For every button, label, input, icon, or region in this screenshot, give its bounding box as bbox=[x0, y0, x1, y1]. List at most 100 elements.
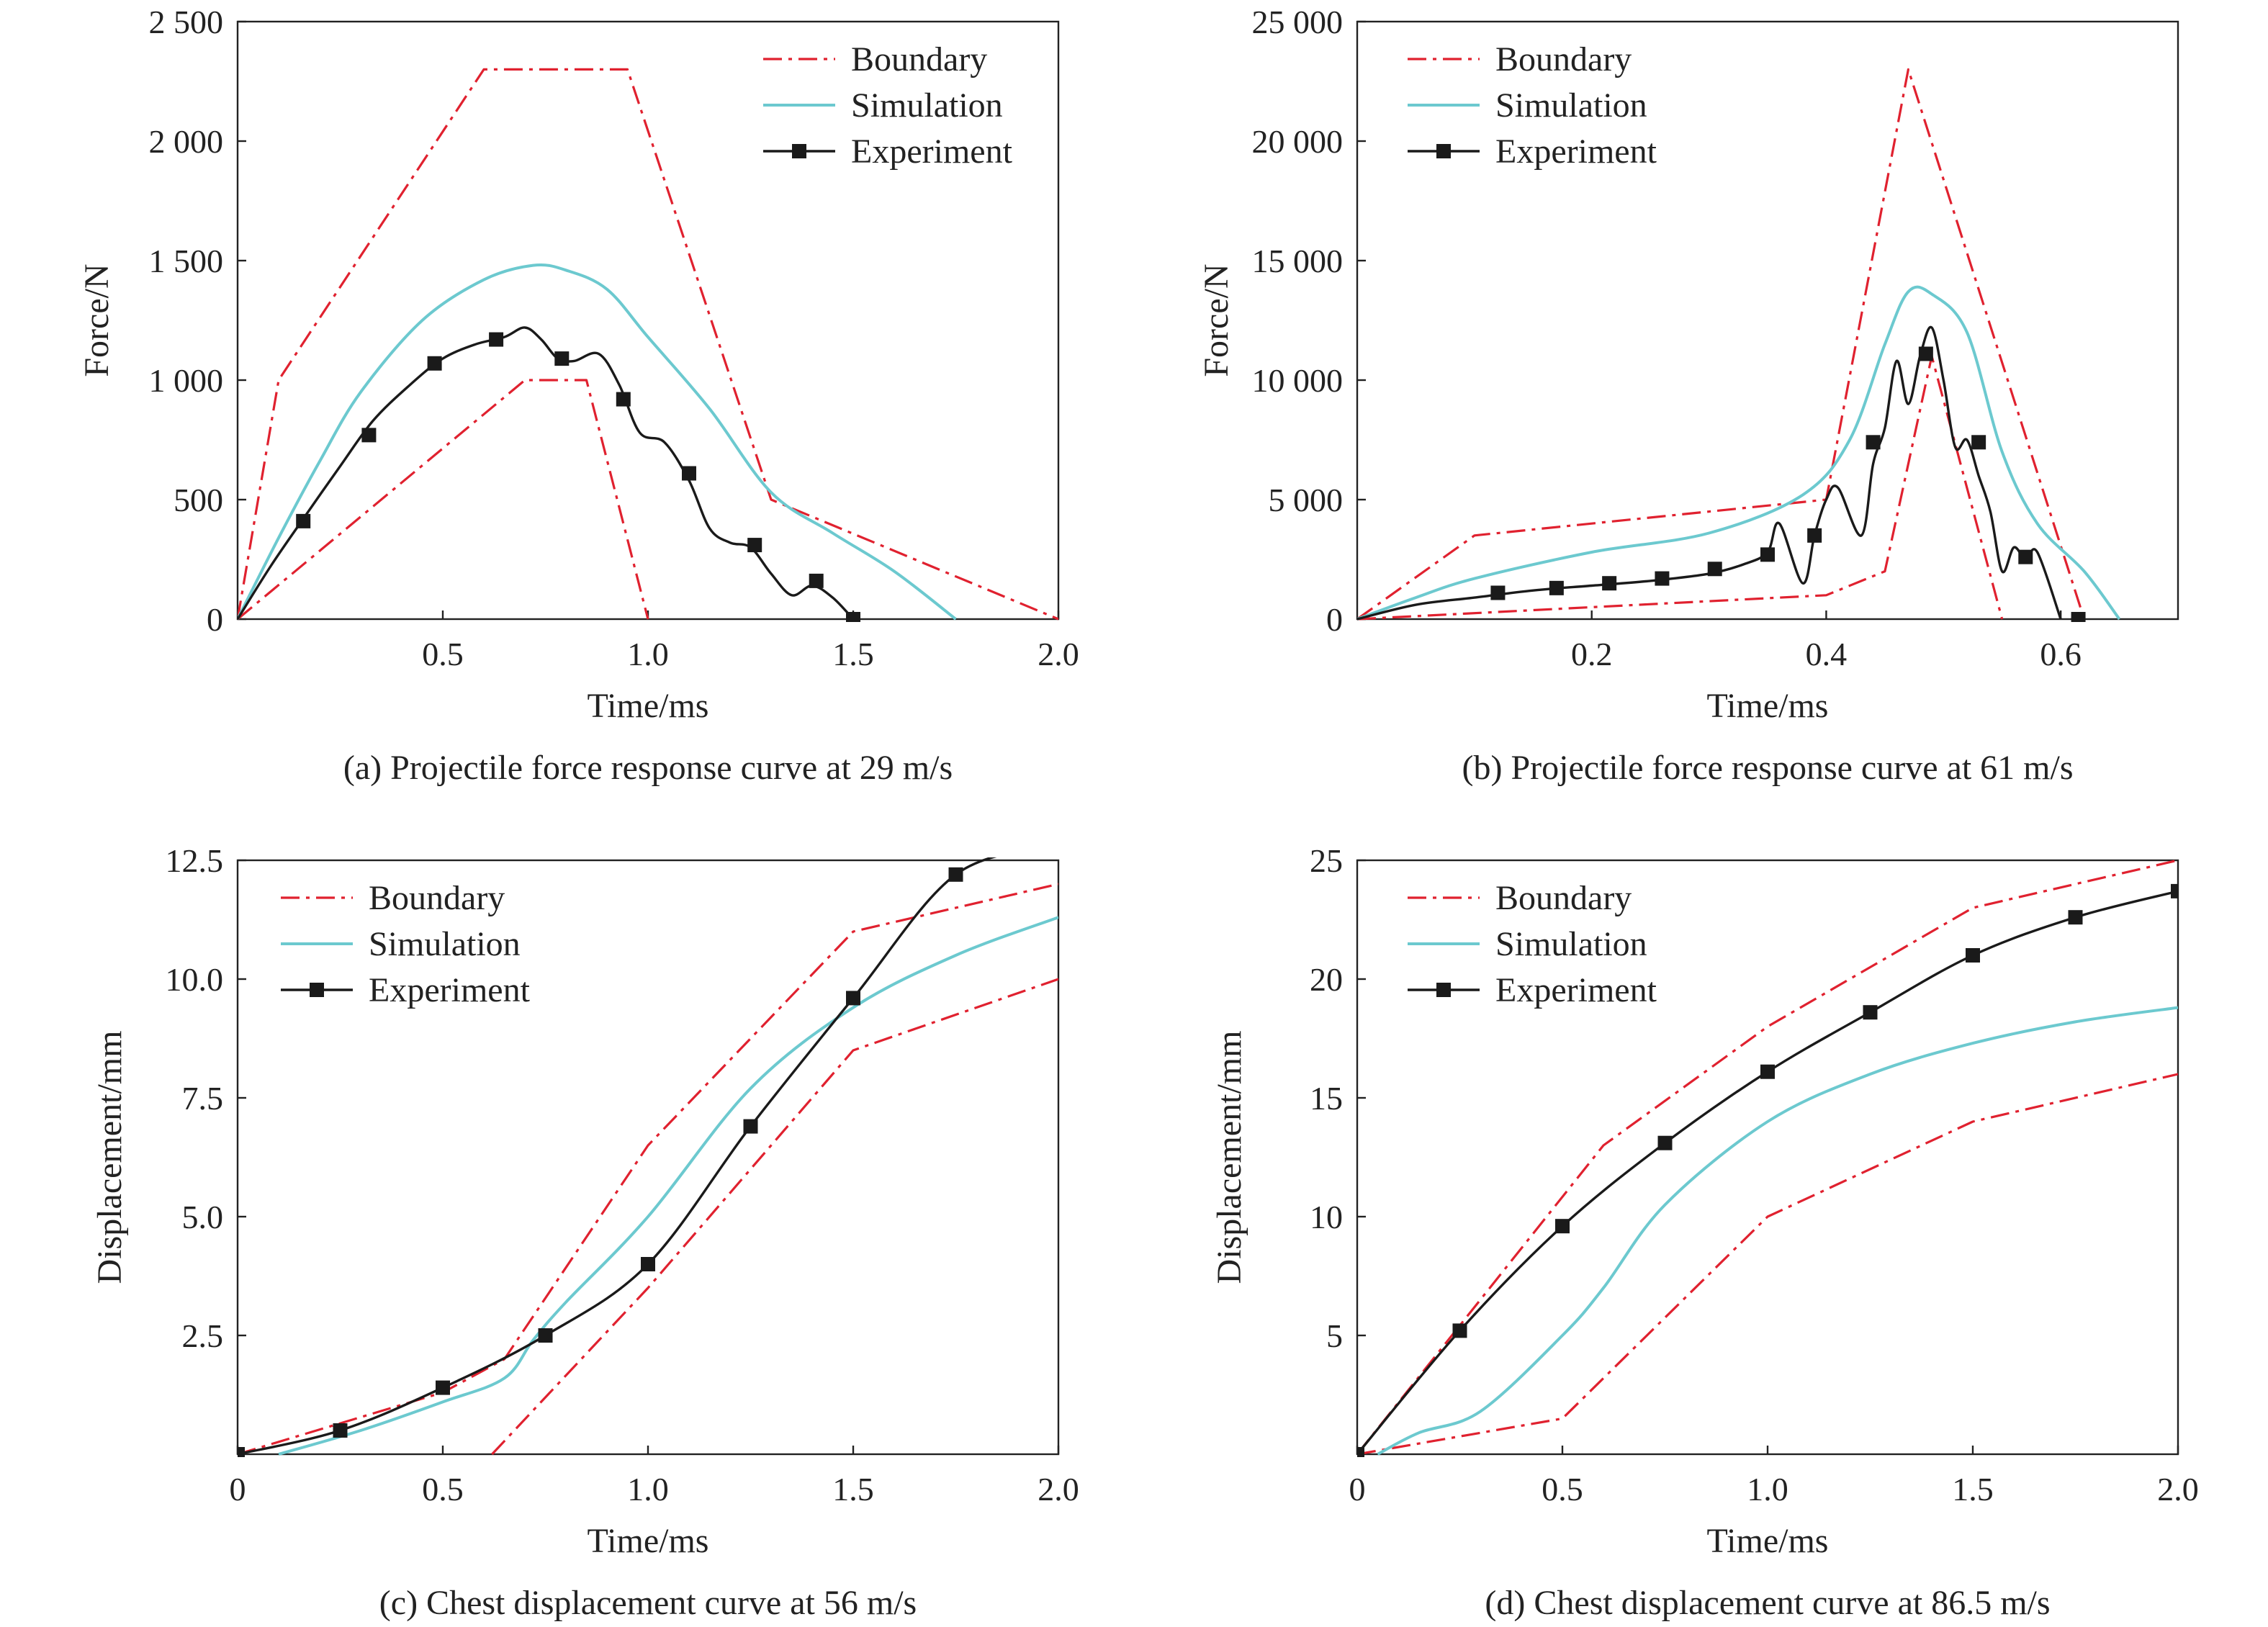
legend-label-experiment: Experiment bbox=[1495, 132, 1657, 171]
y-tick-label: 1 500 bbox=[149, 243, 224, 279]
x-tick-label: 2.0 bbox=[2157, 1471, 2199, 1507]
x-tick-label: 1.5 bbox=[832, 636, 874, 672]
y-tick-label: 0 bbox=[1326, 601, 1343, 638]
experiment-marker bbox=[1655, 571, 1670, 586]
y-tick-label: 15 bbox=[1310, 1080, 1343, 1117]
x-tick-label: 2.0 bbox=[1038, 636, 1079, 672]
series-line-boundary bbox=[1357, 355, 2004, 621]
y-tick-label: 25 000 bbox=[1252, 4, 1344, 40]
panel-caption: (a) Projectile force response curve at 2… bbox=[343, 749, 953, 787]
y-tick-label: 1 000 bbox=[149, 362, 224, 399]
y-tick-label: 10 000 bbox=[1252, 362, 1344, 399]
legend-label-experiment: Experiment bbox=[1495, 971, 1657, 1009]
legend: Boundary Simulation Experiment bbox=[763, 40, 1013, 171]
legend-label-boundary: Boundary bbox=[369, 879, 505, 917]
x-tick-label: 0.5 bbox=[422, 1471, 464, 1507]
y-tick-label: 10.0 bbox=[166, 961, 224, 998]
legend: Boundary Simulation Experiment bbox=[1408, 879, 1657, 1009]
series-line-simulation bbox=[238, 263, 957, 621]
x-tick-label: 1.5 bbox=[1952, 1471, 1994, 1507]
experiment-marker bbox=[1971, 435, 1986, 450]
series-line-experiment bbox=[238, 326, 855, 621]
series-line-experiment bbox=[238, 857, 997, 1456]
y-tick-label: 15 000 bbox=[1252, 243, 1344, 279]
experiment-marker bbox=[682, 466, 696, 481]
chart-panel-d: 0 0.5 1.0 1.5 2.0 5 10 15 20 25 Time/ms Displacemen… bbox=[1210, 842, 2199, 1622]
series-line-boundary bbox=[1357, 1073, 2178, 1456]
y-tick-label: 2 500 bbox=[149, 4, 224, 40]
x-axis-label: Time/ms bbox=[588, 687, 709, 725]
x-tick-label: 1.0 bbox=[627, 1471, 669, 1507]
x-tick-label: 0.6 bbox=[2040, 636, 2082, 672]
y-tick-label: 5 000 bbox=[1269, 482, 1344, 518]
plot-frame bbox=[1356, 859, 2179, 1456]
y-tick-label: 500 bbox=[174, 482, 223, 518]
series-line-boundary bbox=[491, 978, 1058, 1456]
series-group bbox=[1357, 68, 2121, 622]
x-tick-label: 1.5 bbox=[832, 1471, 874, 1507]
series-line-simulation bbox=[1357, 285, 2121, 621]
experiment-marker bbox=[2068, 910, 2083, 925]
x-tick-label: 0.5 bbox=[422, 636, 464, 672]
experiment-marker bbox=[554, 351, 570, 366]
x-tick-label: 1.0 bbox=[1747, 1471, 1788, 1507]
experiment-marker bbox=[1863, 1005, 1878, 1020]
series-line-simulation bbox=[1377, 1006, 2178, 1456]
series-line-experiment bbox=[1357, 325, 2062, 621]
experiment-marker bbox=[1866, 435, 1881, 450]
panel-caption: (c) Chest displacement curve at 56 m/s bbox=[379, 1584, 917, 1622]
legend-label-boundary: Boundary bbox=[1495, 40, 1632, 78]
x-tick-label: 2.0 bbox=[1038, 1471, 1079, 1507]
series-line-experiment bbox=[1357, 890, 2178, 1456]
experiment-marker bbox=[1490, 585, 1506, 600]
experiment-marker bbox=[641, 1257, 655, 1271]
y-tick-label: 5 bbox=[1326, 1317, 1343, 1354]
legend: Boundary Simulation Experiment bbox=[1408, 40, 1657, 171]
y-tick-label: 25 bbox=[1310, 842, 1343, 879]
experiment-marker bbox=[948, 867, 963, 882]
experiment-marker bbox=[296, 513, 311, 528]
x-axis-label: Time/ms bbox=[1707, 687, 1829, 725]
legend-label-experiment: Experiment bbox=[851, 132, 1013, 171]
legend-label-simulation: Simulation bbox=[1495, 925, 1647, 963]
experiment-marker bbox=[1760, 547, 1775, 562]
experiment-marker bbox=[1051, 839, 1066, 853]
series-group bbox=[238, 839, 1066, 1457]
legend-marker bbox=[792, 144, 806, 158]
experiment-marker bbox=[1357, 1447, 1364, 1457]
plot-frame bbox=[236, 859, 1060, 1456]
experiment-marker bbox=[1555, 1219, 1570, 1234]
x-tick-label: 1.0 bbox=[627, 636, 669, 672]
y-tick-label: 2 000 bbox=[149, 123, 224, 160]
plot-frame bbox=[1356, 20, 2179, 621]
experiment-marker bbox=[1966, 948, 1980, 963]
legend-marker bbox=[1436, 144, 1451, 158]
experiment-marker bbox=[2171, 883, 2178, 898]
legend: Boundary Simulation Experiment bbox=[281, 879, 531, 1009]
legend-label-boundary: Boundary bbox=[851, 40, 987, 78]
legend-label-experiment: Experiment bbox=[369, 971, 531, 1009]
experiment-marker bbox=[809, 573, 824, 588]
experiment-marker bbox=[747, 538, 762, 553]
experiment-marker bbox=[333, 1423, 348, 1438]
experiment-marker bbox=[361, 428, 377, 443]
legend-label-simulation: Simulation bbox=[1495, 86, 1647, 125]
series-line-simulation bbox=[278, 916, 1058, 1456]
x-tick-label: 0.2 bbox=[1571, 636, 1613, 672]
experiment-marker bbox=[489, 332, 504, 347]
experiment-marker bbox=[1602, 576, 1617, 591]
series-line-boundary bbox=[1357, 859, 2178, 1455]
experiment-marker bbox=[1657, 1135, 1673, 1150]
series-line-boundary bbox=[238, 379, 649, 621]
x-tick-label: 0.5 bbox=[1542, 1471, 1583, 1507]
x-tick-label: 0 bbox=[1349, 1471, 1366, 1507]
legend-marker bbox=[1436, 983, 1451, 997]
experiment-marker bbox=[538, 1328, 553, 1343]
experiment-marker bbox=[846, 991, 860, 1006]
x-axis-label: Time/ms bbox=[588, 1522, 709, 1560]
series-line-boundary bbox=[238, 883, 1058, 1456]
y-axis-label: Displacement/mm bbox=[1210, 1031, 1248, 1284]
y-tick-label: 0 bbox=[207, 601, 223, 638]
